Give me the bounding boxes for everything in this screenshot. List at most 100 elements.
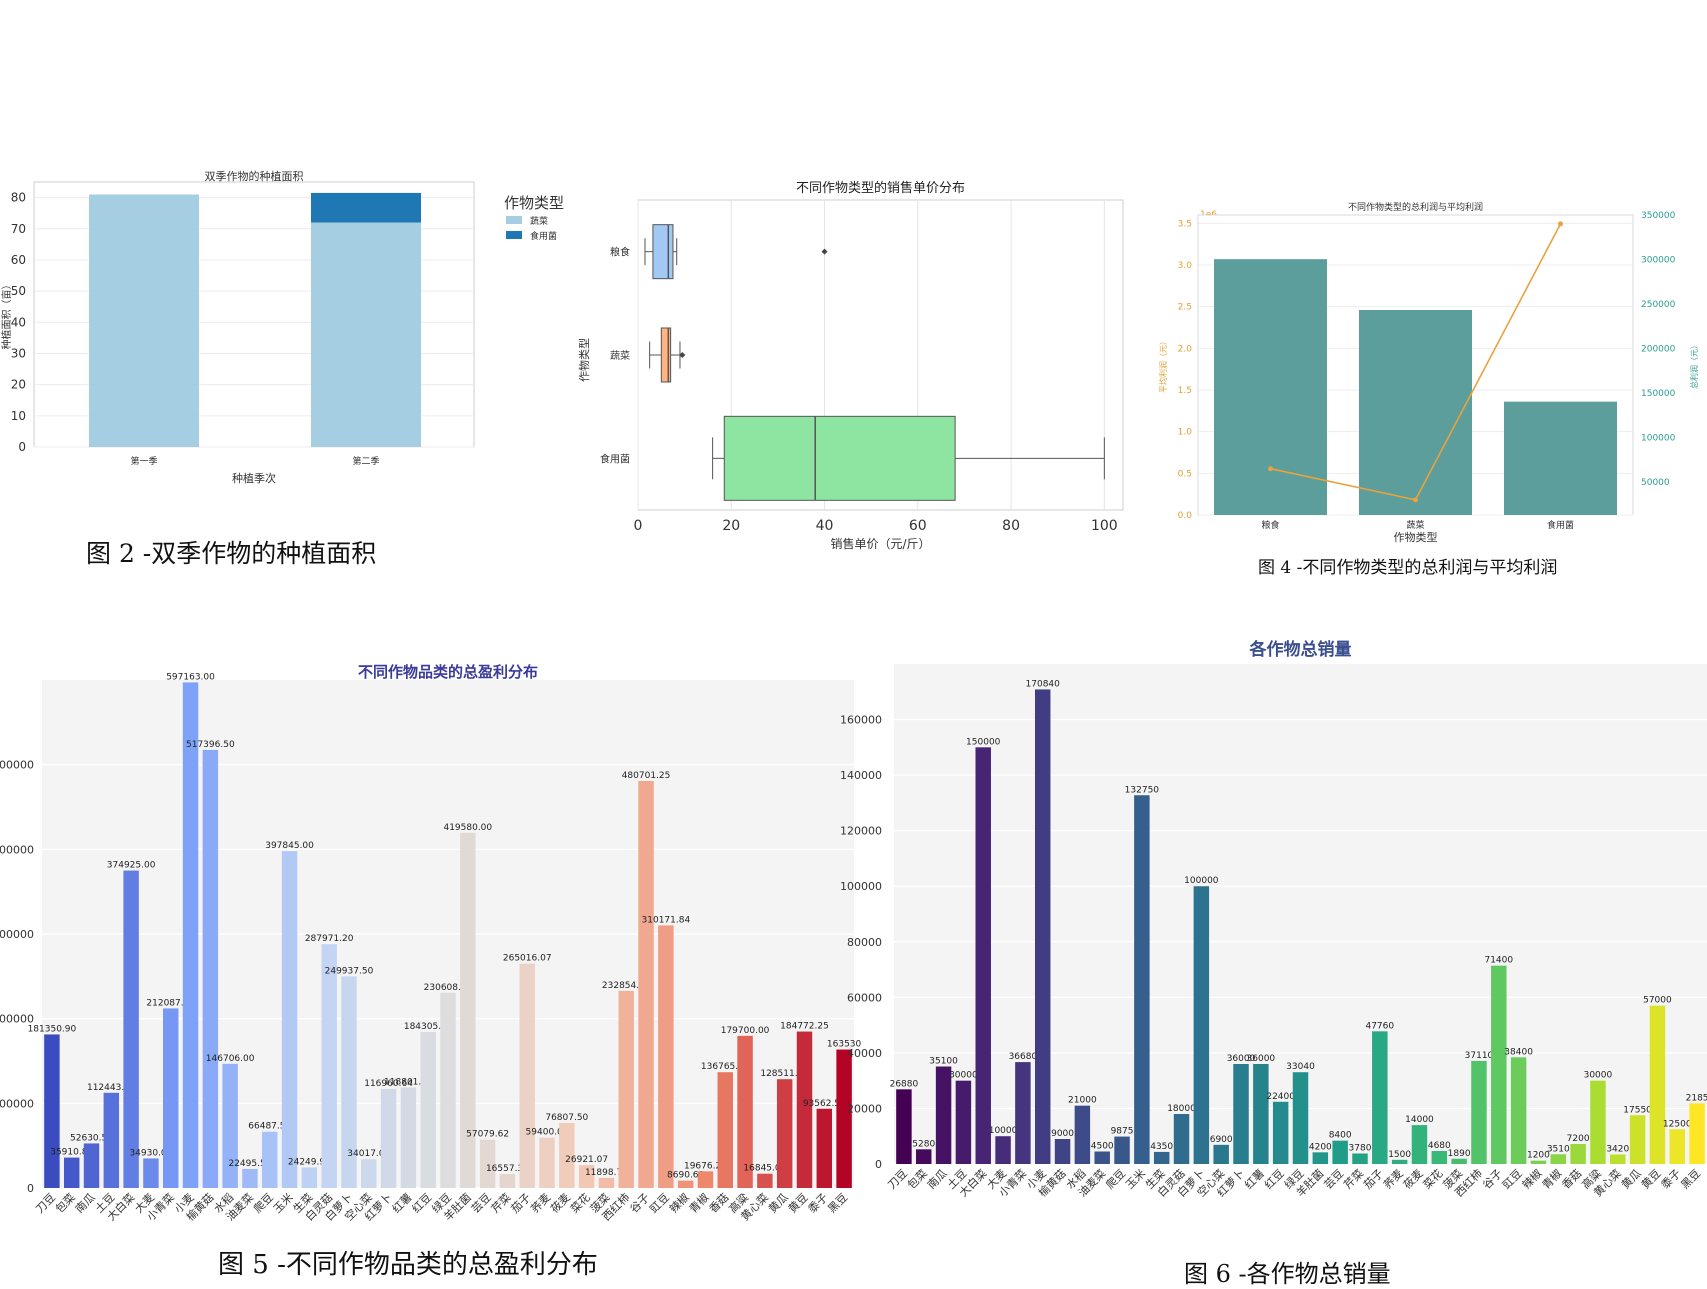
fig5-bar-小青菜	[163, 1008, 179, 1188]
fig6-xtick-34: 香菇	[1559, 1166, 1584, 1191]
fig6-ytick-3: 60000	[847, 991, 882, 1004]
fig5-bar-白灵菇	[321, 944, 337, 1188]
fig4-ytick-right-1: 100000	[1641, 434, 1676, 444]
fig5-bar-红萝卜	[380, 1088, 397, 1188]
fig3-xlabel: 销售单价（元/斤）	[830, 536, 930, 551]
fig6-bar-红萝卜	[1233, 1064, 1249, 1164]
fig4-ytick-right-3: 200000	[1641, 345, 1676, 355]
fig6-bar-青椒	[1550, 1154, 1567, 1164]
fig3-xtick-3: 60	[909, 518, 927, 534]
fig5-value-label-19: 184305.00	[404, 1022, 453, 1032]
fig6-bar-大麦	[995, 1136, 1011, 1164]
fig2-ytick-6: 60	[11, 253, 26, 267]
fig5-value-label-5: 34930.00	[129, 1148, 172, 1158]
fig2-xtick-0: 第一季	[130, 455, 157, 467]
fig4-ytick-left-7: 3.5	[1178, 219, 1192, 229]
fig6-xtick-22: 芸豆	[1322, 1167, 1347, 1192]
fig2-legend-title: 作物类型	[504, 194, 564, 212]
fig6-value-label-36: 3420	[1606, 1145, 1629, 1155]
fig5-bar-水稻	[222, 1063, 238, 1188]
fig4-xlabel: 作物类型	[1394, 530, 1438, 544]
fig5-value-label-16: 34017.03	[347, 1149, 390, 1159]
fig5-bar-玉米	[281, 851, 298, 1188]
fig5-bar-菠菜	[598, 1177, 615, 1188]
fig3-box-2	[723, 415, 956, 501]
fig5-xtick-33: 青椒	[686, 1190, 711, 1215]
fig5-bar-红薯	[400, 1087, 417, 1188]
fig5-bar-高粱	[737, 1035, 753, 1188]
fig2-title: 双季作物的种植面积	[205, 169, 304, 183]
fig6-xtick-18: 红薯	[1242, 1167, 1267, 1192]
fig5-value-label-8: 517396.50	[186, 740, 235, 750]
fig6-xtick-26: 莜麦	[1401, 1167, 1426, 1192]
fig6-xtick-33: 青椒	[1539, 1166, 1564, 1191]
fig6-bar-土豆	[955, 1080, 972, 1164]
fig6-bar-荞麦	[1391, 1159, 1408, 1164]
fig5-value-label-30: 480701.25	[622, 771, 671, 781]
fig5-value-label-28: 11898.70	[585, 1168, 628, 1178]
fig4-ytick-left-4: 2.0	[1178, 344, 1193, 354]
fig6-value-label-33: 3510	[1547, 1144, 1570, 1154]
fig4-chart: 不同作物类型的总利润与平均利润1e60.00.51.01.52.02.53.03…	[1158, 201, 1699, 544]
fig4-line-point-0	[1268, 466, 1273, 472]
fig2-legend-swatch-0	[506, 216, 522, 224]
fig6-value-label-40: 2185	[1686, 1093, 1707, 1103]
fig6-value-label-18: 36000	[1247, 1054, 1276, 1064]
fig6-ytick-7: 140000	[840, 769, 882, 782]
fig5-bar-青椒	[697, 1171, 714, 1188]
fig5-bar-大麦	[143, 1158, 159, 1188]
fig3-xtick-0: 0	[634, 518, 643, 534]
fig6-ytick-2: 40000	[847, 1047, 882, 1060]
fig6-ytick-6: 120000	[840, 825, 882, 838]
fig3-ytick-0: 粮食	[610, 246, 630, 259]
fig6-bar-香菇	[1570, 1144, 1586, 1164]
fig2-ytick-1: 10	[11, 409, 26, 423]
fig6-value-label-5: 10000	[989, 1126, 1018, 1136]
fig6-value-label-20: 33040	[1286, 1062, 1315, 1072]
fig5-xtick-18: 红薯	[390, 1191, 415, 1216]
fig5-bar-荞麦	[539, 1137, 555, 1188]
fig6-bar-谷子	[1491, 965, 1507, 1164]
fig5-value-label-40: 163530	[827, 1040, 862, 1050]
fig4-ytick-right-2: 150000	[1641, 389, 1676, 399]
fig5-xtick-19: 红豆	[410, 1191, 435, 1216]
fig5-value-label-2: 52630.50	[70, 1133, 113, 1143]
fig5-value-label-20: 230608.00	[424, 983, 473, 993]
fig3-xtick-1: 20	[722, 518, 740, 534]
fig6-bar-茄子	[1372, 1031, 1388, 1164]
fig6-value-label-9: 21000	[1068, 1096, 1097, 1106]
fig6-bar-菜花	[1431, 1151, 1448, 1164]
fig4-panel: 不同作物类型的总利润与平均利润1e60.00.51.01.52.02.53.03…	[1150, 200, 1707, 560]
fig5-bar-羊肚菌	[460, 832, 476, 1188]
fig5-bar-黍子	[816, 1108, 833, 1188]
fig3-box-1	[660, 327, 672, 383]
fig6-bar-黍子	[1669, 1129, 1685, 1164]
fig6-bar-莜麦	[1411, 1125, 1428, 1164]
fig5-ytick-2: 200000	[0, 1013, 34, 1026]
fig5-xtick-34: 香菇	[706, 1190, 731, 1215]
fig6-xtick-40: 黑豆	[1678, 1167, 1703, 1192]
fig2-legend-label-0: 蔬菜	[530, 215, 548, 227]
fig6-xtick-1: 包菜	[905, 1167, 930, 1192]
fig6-value-label-19: 22400	[1266, 1092, 1295, 1102]
fig4-ytick-right-0: 50000	[1641, 478, 1670, 488]
fig5-value-label-23: 16557.36	[486, 1164, 529, 1174]
fig5-bar-菜花	[578, 1165, 595, 1188]
fig4-ytick-right-4: 250000	[1641, 300, 1676, 310]
fig5-bar-豇豆	[658, 925, 674, 1188]
fig6-xtick-2: 南瓜	[925, 1167, 950, 1192]
fig6-xtick-32: 辣椒	[1519, 1166, 1544, 1191]
fig6-value-label-21: 4200	[1309, 1142, 1332, 1152]
fig2-panel: 双季作物的种植面积 0 10 20 30 40 50 60 70 80 第一季 第二季 种植季次 种植面积…	[0, 169, 580, 500]
fig6-chart: 0 20000 40000 60000 80000 100000 120000 140000 1…	[840, 639, 1707, 1199]
fig5-xtick-24: 茄子	[508, 1190, 533, 1215]
fig3-xtick-5: 100	[1091, 518, 1118, 534]
fig4-ytick-left-5: 2.5	[1178, 303, 1192, 313]
fig5-value-label-33: 19676.24	[684, 1161, 727, 1171]
fig5-bar-南瓜	[83, 1143, 100, 1188]
fig5-bar-谷子	[638, 781, 654, 1188]
fig4-bar-食用菌	[1504, 401, 1617, 515]
fig6-panel: 0 20000 40000 60000 80000 100000 120000 140000 1…	[840, 630, 1707, 1230]
fig6-bar-空心菜	[1213, 1144, 1229, 1164]
